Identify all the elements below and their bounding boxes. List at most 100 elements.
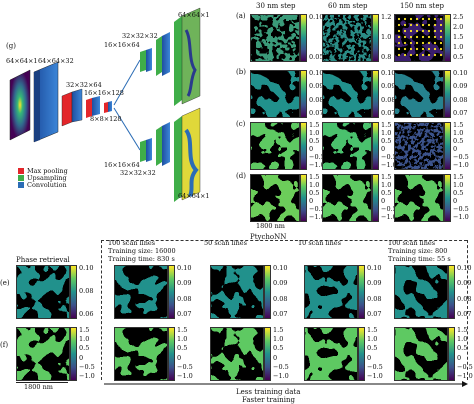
colorbar-tick: 0.10 bbox=[367, 264, 382, 272]
colorbar-tick: 0 bbox=[381, 197, 386, 205]
image-map bbox=[211, 328, 263, 380]
colorbar bbox=[444, 122, 451, 170]
colorbar bbox=[264, 327, 271, 381]
colorbar-tick: 1.0 bbox=[309, 129, 320, 137]
image-map bbox=[395, 266, 447, 318]
image-panel bbox=[114, 265, 168, 319]
layer-label: 64×64×1 bbox=[178, 11, 210, 19]
image-panel bbox=[250, 122, 300, 170]
row-label: (a) bbox=[236, 12, 246, 20]
image-map bbox=[395, 175, 443, 221]
colorbar-tick: −1.0 bbox=[309, 161, 325, 169]
colorbar-tick: 0 bbox=[453, 145, 458, 153]
image-map bbox=[251, 15, 299, 61]
colorbar-tick: 0.09 bbox=[453, 82, 468, 91]
panel-g-label: (g) bbox=[6, 42, 16, 50]
colorbar bbox=[70, 265, 77, 319]
colorbar-tick: −1.0 bbox=[273, 372, 289, 380]
legend: Max pooling Upsampling Convolution bbox=[18, 168, 68, 189]
colorbar-tick: 1.0 bbox=[273, 335, 284, 344]
colorbar-tick: −0.5 bbox=[367, 362, 383, 371]
colorbar-tick: 0.5 bbox=[79, 344, 90, 353]
image-panel bbox=[394, 265, 448, 319]
colorbar-tick: 0.5 bbox=[453, 189, 464, 197]
colorbar-tick: −1.0 bbox=[453, 213, 469, 221]
image-panel bbox=[210, 265, 264, 319]
colorbar-tick: 0.10 bbox=[381, 69, 396, 77]
colorbar-tick: 1.5 bbox=[381, 121, 392, 129]
colorbar-tick: −1.0 bbox=[381, 213, 397, 221]
layer-label: 32×32×32 bbox=[120, 169, 156, 177]
image-panel bbox=[322, 70, 372, 118]
colorbar bbox=[448, 327, 455, 381]
column-header: Training time: 55 s bbox=[388, 255, 451, 263]
colorbar bbox=[168, 327, 175, 381]
image-map bbox=[17, 328, 69, 380]
colorbar-tick: 2.0 bbox=[453, 23, 464, 31]
image-panel bbox=[394, 174, 444, 222]
colorbar-tick: 0.5 bbox=[367, 344, 378, 353]
colorbar-tick: 1.5 bbox=[309, 173, 320, 181]
colorbar-tick: 1.0 bbox=[453, 181, 464, 189]
column-header: 100 scan lines bbox=[388, 239, 436, 247]
layer-label: 32×32×32 bbox=[122, 32, 158, 40]
colorbar-tick: 0 bbox=[381, 145, 386, 153]
colorbar-tick: 0.5 bbox=[381, 189, 392, 197]
colorbar bbox=[448, 265, 455, 319]
image-map bbox=[323, 71, 371, 117]
colorbar-tick: 0 bbox=[457, 353, 462, 362]
colorbar bbox=[372, 122, 379, 170]
colorbar bbox=[372, 174, 379, 222]
colorbar bbox=[372, 14, 379, 62]
colorbar-tick: 1.5 bbox=[453, 173, 464, 181]
bracket-top bbox=[101, 240, 467, 241]
colorbar-tick: 0.07 bbox=[457, 310, 472, 318]
image-map bbox=[395, 123, 443, 169]
image-panel bbox=[210, 327, 264, 381]
colorbar bbox=[300, 122, 307, 170]
legend-swatch bbox=[18, 182, 24, 188]
colorbar-tick: 0 bbox=[273, 353, 278, 362]
colorbar-tick: 0.5 bbox=[453, 53, 464, 61]
column-header: Training size: 16000 bbox=[108, 247, 176, 255]
colorbar-tick: −1.0 bbox=[309, 213, 325, 221]
colorbar-tick: 0 bbox=[309, 197, 314, 205]
colorbar-tick: 0.08 bbox=[177, 294, 192, 303]
row-label: (b) bbox=[236, 68, 246, 76]
colorbar-tick: −1.0 bbox=[177, 372, 193, 380]
layer-label: 16×16×64 bbox=[104, 161, 140, 169]
colorbar-tick: −1.0 bbox=[79, 372, 95, 380]
image-panel bbox=[394, 122, 444, 170]
colorbar-tick: 1.0 bbox=[79, 335, 90, 344]
colorbar-tick: 0 bbox=[309, 145, 314, 153]
image-map bbox=[323, 175, 371, 221]
image-map bbox=[251, 175, 299, 221]
colorbar-tick: 0 bbox=[177, 353, 182, 362]
colorbar-tick: 0 bbox=[453, 197, 458, 205]
colorbar-tick: −1.0 bbox=[381, 161, 397, 169]
colorbar-tick: 1.0 bbox=[381, 181, 392, 189]
column-header: 150 nm step bbox=[400, 2, 444, 10]
colorbar-tick: −0.5 bbox=[309, 205, 325, 213]
row-label: (e) bbox=[0, 279, 10, 287]
column-header: 10 scan lines bbox=[298, 239, 341, 247]
colorbar-tick: 1.0 bbox=[177, 335, 188, 344]
image-map bbox=[323, 15, 371, 61]
colorbar-tick: −0.5 bbox=[309, 153, 325, 161]
colorbar-tick: 0.8 bbox=[381, 53, 392, 61]
colorbar-tick: 0.5 bbox=[381, 137, 392, 145]
colorbar-tick: −0.5 bbox=[457, 362, 473, 371]
colorbar-tick: 0.08 bbox=[79, 287, 94, 295]
colorbar-tick: 0.5 bbox=[177, 344, 188, 353]
image-map bbox=[251, 123, 299, 169]
colorbar-tick: 1.5 bbox=[273, 326, 284, 334]
colorbar bbox=[444, 174, 451, 222]
colorbar-tick: −0.5 bbox=[381, 153, 397, 161]
colorbar-tick: 1.5 bbox=[453, 33, 464, 41]
arrow-label: Faster training bbox=[242, 396, 295, 404]
colorbar-tick: 0.09 bbox=[177, 279, 192, 288]
colorbar-tick: −1.0 bbox=[367, 372, 383, 380]
row-label: (f) bbox=[0, 341, 9, 349]
image-panel bbox=[16, 327, 70, 381]
image-map bbox=[395, 15, 443, 61]
